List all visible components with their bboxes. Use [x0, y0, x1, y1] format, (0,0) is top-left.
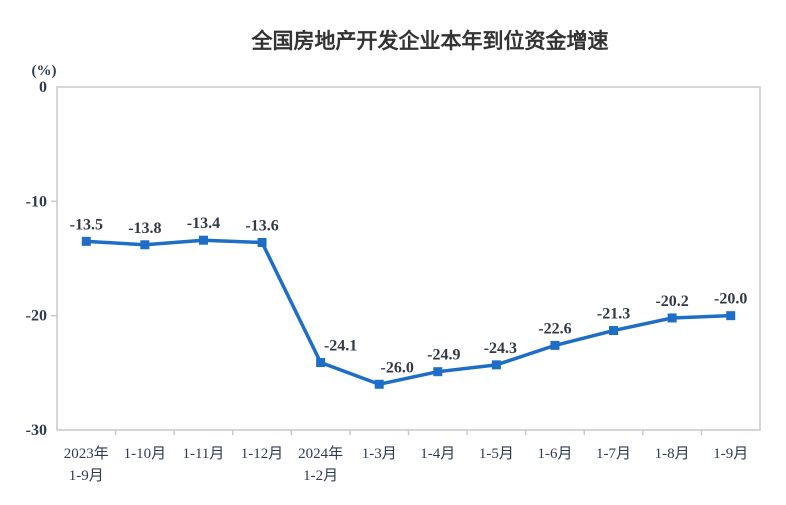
data-point-marker — [198, 235, 208, 245]
data-point-markers — [81, 235, 736, 389]
x-axis-label: 1-12月 — [241, 446, 284, 462]
data-point-label: -20.2 — [655, 293, 688, 310]
data-point-label: -20.0 — [714, 291, 747, 308]
x-axis-labels: 2023年 1-9月 1-10月 1-11月 1-12月 2024年 1-2月 1-3月 1-4… — [64, 445, 748, 484]
x-axis-label: 1-4月 — [420, 446, 455, 462]
y-axis-tick-label: 0 — [39, 79, 47, 96]
x-axis-label: 1-9月 — [713, 446, 748, 462]
data-point-labels: -13.5 -13.8 -13.4 -13.6 -24.1 -26.0 -24.9 -24.3… — [70, 215, 748, 376]
chart-title: 全国房地产开发企业本年到位资金增速 — [251, 29, 609, 53]
data-line — [84, 238, 733, 387]
data-point-marker — [140, 240, 150, 250]
y-axis-ticks — [51, 200, 57, 317]
data-point-label: -13.4 — [187, 215, 220, 232]
data-point-label: -26.0 — [381, 359, 414, 376]
data-point-marker — [550, 340, 560, 350]
y-axis-tick-labels: 0 -10 -20 -30 — [26, 79, 47, 439]
x-axis-label: 1-7月 — [596, 446, 631, 462]
data-point-label: -13.6 — [245, 217, 278, 234]
x-axis-label: 1-10月 — [124, 446, 167, 462]
x-axis-label: 1-3月 — [362, 446, 397, 462]
x-axis-label: 1-8月 — [655, 446, 690, 462]
x-axis-label: 1-5月 — [479, 446, 514, 462]
y-axis-tick-label: -30 — [26, 422, 47, 439]
data-point-marker — [374, 379, 384, 389]
data-point-label: -24.1 — [324, 338, 357, 355]
x-axis-label: 2023年 1-9月 — [64, 445, 109, 484]
y-axis-tick-label: -20 — [26, 308, 47, 325]
data-point-marker — [81, 236, 91, 246]
data-point-label: -24.3 — [484, 340, 517, 357]
x-axis-label: 1-6月 — [537, 446, 572, 462]
data-point-marker — [726, 311, 736, 321]
data-point-marker — [433, 367, 443, 377]
data-point-marker — [609, 326, 619, 336]
data-point-label: -22.6 — [538, 320, 571, 337]
data-point-marker — [316, 358, 326, 368]
y-axis-unit-label: (%) — [32, 63, 57, 79]
x-axis-label: 1-11月 — [182, 446, 224, 462]
y-axis-tick-label: -10 — [26, 193, 47, 210]
data-point-label: -13.5 — [70, 216, 103, 233]
data-point-label: -24.9 — [427, 347, 460, 364]
data-point-marker — [667, 313, 677, 323]
data-point-marker — [491, 360, 501, 370]
data-point-label: -13.8 — [128, 220, 161, 237]
data-point-marker — [257, 237, 267, 247]
data-point-label: -21.3 — [597, 306, 630, 323]
x-axis-ticks — [114, 430, 703, 435]
x-axis-label: 2024年 1-2月 — [298, 445, 343, 484]
